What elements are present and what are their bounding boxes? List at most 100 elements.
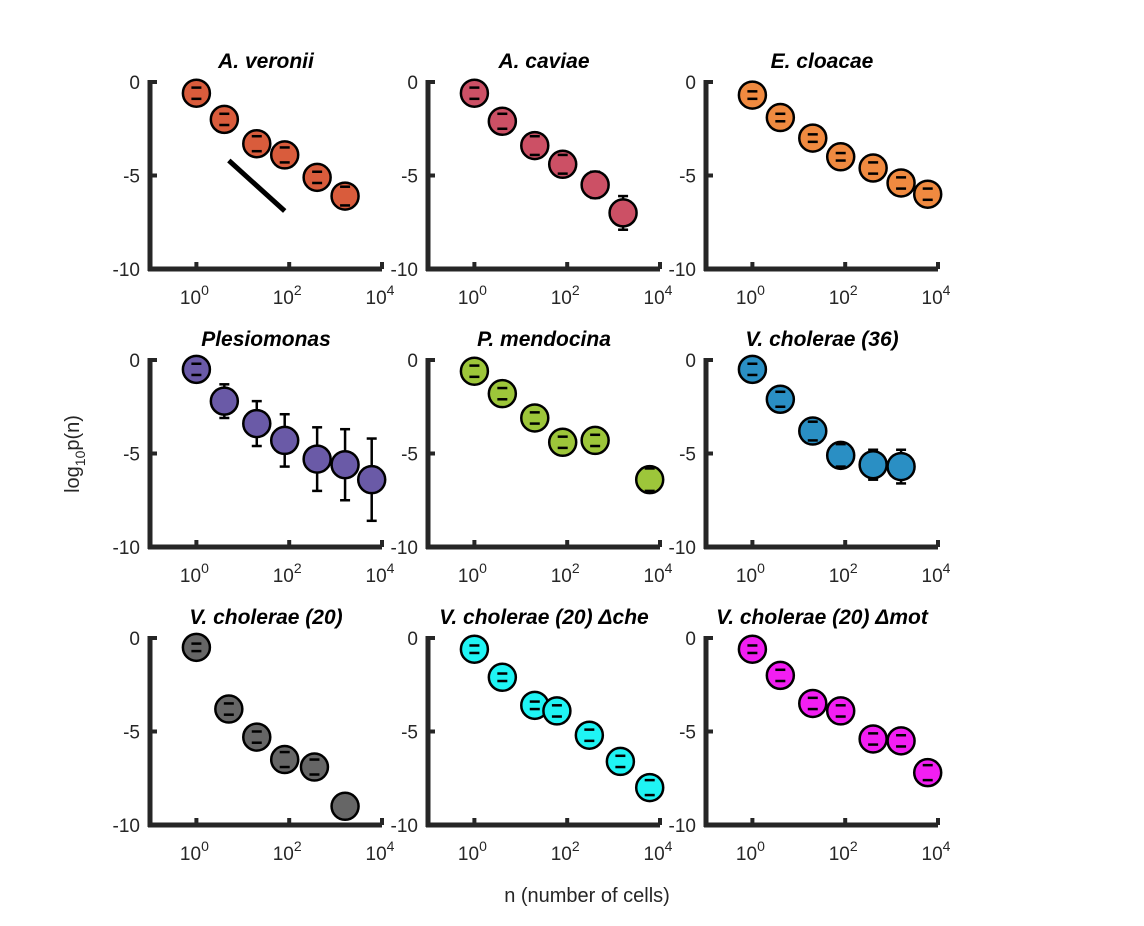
data-point [605, 746, 636, 777]
data-point [737, 354, 768, 385]
y-tick-label: -10 [113, 816, 140, 837]
data-point [886, 451, 916, 482]
data-point [737, 80, 768, 110]
x-tick-exponent: 4 [665, 282, 673, 298]
x-tick-base: 10 [829, 288, 850, 309]
data-point [487, 106, 518, 137]
x-tick-base: 10 [273, 566, 294, 587]
x-tick-label: 102 [551, 560, 580, 587]
data-point [765, 660, 796, 691]
x-tick-base: 10 [644, 844, 665, 865]
x-tick-label: 100 [180, 282, 209, 309]
panel-title: A. veronii [217, 50, 315, 73]
x-tick-label: 104 [922, 838, 951, 865]
panel-title: V. cholerae (20) [189, 606, 342, 629]
data-point [574, 720, 605, 750]
panel-title: V. cholerae (20) Δmot [716, 606, 929, 629]
x-tick-label: 104 [366, 838, 395, 865]
x-tick-exponent: 2 [294, 282, 302, 298]
data-point [214, 694, 244, 724]
x-tick-base: 10 [644, 566, 665, 587]
panel-title: V. cholerae (20) Δche [439, 606, 649, 629]
data-point [459, 78, 490, 108]
data-point [302, 444, 332, 474]
x-tick-base: 10 [922, 844, 943, 865]
y-axis-label-tail: p(n) [62, 415, 84, 451]
data-point [737, 634, 768, 664]
x-tick-exponent: 0 [479, 838, 487, 854]
x-tick-exponent: 2 [294, 560, 302, 576]
data-point [580, 170, 610, 200]
data-point [302, 162, 332, 193]
x-tick-label: 104 [644, 282, 673, 309]
data-point [580, 425, 610, 456]
data-point [858, 449, 888, 480]
x-tick-base: 10 [551, 844, 572, 865]
data-point [886, 726, 916, 756]
x-tick-exponent: 4 [665, 838, 673, 854]
data-point [330, 449, 360, 480]
x-tick-label: 102 [273, 282, 302, 309]
x-tick-exponent: 4 [943, 838, 951, 854]
x-tick-label: 100 [180, 838, 209, 865]
data-point [487, 378, 518, 409]
x-tick-exponent: 4 [387, 560, 395, 576]
reference-slope-line [227, 158, 287, 213]
x-tick-base: 10 [458, 288, 479, 309]
x-tick-base: 10 [180, 844, 201, 865]
x-tick-base: 10 [736, 844, 757, 865]
x-tick-base: 10 [551, 288, 572, 309]
y-axis-label-main: log [62, 466, 84, 493]
x-tick-label: 100 [736, 838, 765, 865]
x-tick-exponent: 2 [572, 560, 580, 576]
y-tick-label: -10 [391, 538, 418, 559]
x-tick-exponent: 2 [294, 838, 302, 854]
x-tick-base: 10 [829, 844, 850, 865]
x-tick-base: 10 [551, 566, 572, 587]
x-tick-label: 100 [736, 282, 765, 309]
data-point [487, 662, 518, 693]
x-tick-exponent: 0 [479, 560, 487, 576]
data-point [547, 149, 578, 180]
x-tick-exponent: 0 [757, 838, 765, 854]
data-point [608, 198, 638, 228]
data-point [765, 384, 796, 415]
data-point [330, 181, 360, 211]
x-tick-label: 104 [644, 838, 673, 865]
y-tick-label: 0 [407, 73, 418, 94]
y-tick-label: -5 [679, 723, 696, 744]
y-tick-label: 0 [129, 351, 140, 372]
y-tick-label: 0 [407, 351, 418, 372]
y-tick-label: -10 [669, 538, 696, 559]
x-tick-label: 104 [922, 282, 951, 309]
x-tick-label: 100 [180, 560, 209, 587]
x-tick-exponent: 4 [665, 560, 673, 576]
x-tick-label: 104 [644, 560, 673, 587]
data-point [242, 128, 272, 159]
data-point [181, 354, 212, 385]
y-tick-label: -5 [123, 167, 140, 188]
x-tick-base: 10 [180, 566, 201, 587]
x-tick-label: 102 [551, 838, 580, 865]
x-tick-label: 104 [366, 560, 395, 587]
data-point [798, 688, 828, 719]
x-tick-exponent: 4 [943, 560, 951, 576]
data-point [912, 179, 943, 209]
y-tick-label: -5 [401, 167, 418, 188]
x-tick-label: 100 [736, 560, 765, 587]
y-tick-label: 0 [407, 629, 418, 650]
panel-title: E. cloacae [771, 50, 874, 73]
x-tick-base: 10 [736, 288, 757, 309]
x-tick-base: 10 [644, 288, 665, 309]
x-tick-label: 102 [829, 282, 858, 309]
data-point [520, 403, 550, 433]
y-tick-label: -10 [391, 260, 418, 281]
data-point [242, 722, 272, 752]
data-point [330, 791, 360, 822]
y-tick-label: 0 [685, 73, 696, 94]
